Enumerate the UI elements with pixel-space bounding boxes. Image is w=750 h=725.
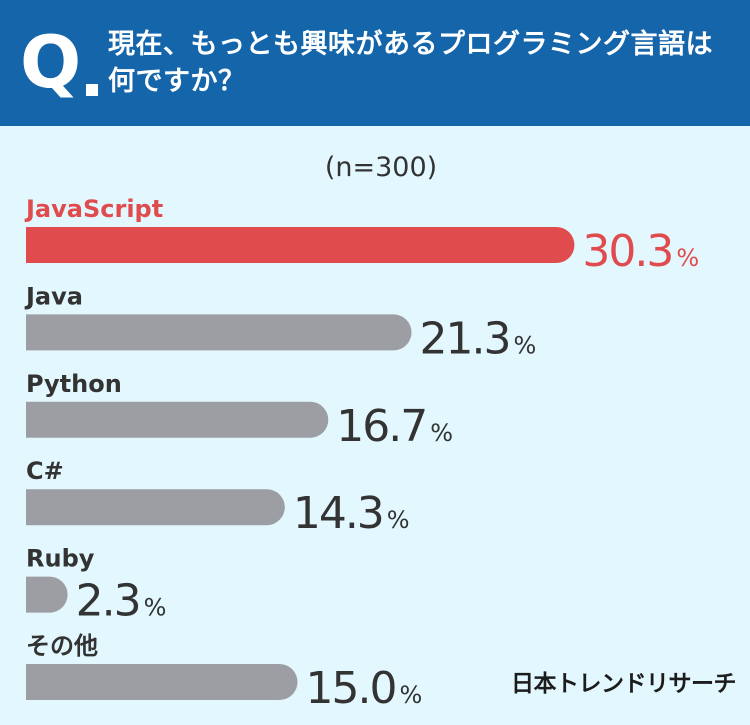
q-label: Q	[20, 20, 81, 104]
category-label: Java	[24, 282, 83, 310]
unit-label: %	[399, 681, 422, 709]
bar	[26, 314, 412, 351]
bar	[26, 227, 575, 263]
category-label: C#	[26, 457, 64, 485]
category-label: Ruby	[26, 545, 95, 573]
value-label: 14.3%	[293, 488, 410, 539]
question-header: Q 現在、もっとも興味があるプログラミング言語は何ですか？	[0, 0, 750, 126]
value-label: 15.0%	[306, 663, 423, 714]
value-label: 30.3%	[582, 226, 699, 277]
category-label: Python	[26, 370, 122, 398]
unit-label: %	[430, 419, 453, 447]
bar	[26, 401, 329, 438]
category-label: その他	[26, 632, 98, 660]
value-label: 2.3%	[76, 576, 167, 627]
bar	[26, 576, 68, 613]
q-dot-icon	[86, 84, 98, 96]
unit-label: %	[144, 594, 167, 622]
bar	[26, 489, 285, 526]
unit-label: %	[676, 244, 699, 272]
category-label: JavaScript	[24, 195, 163, 223]
question-text: 現在、もっとも興味があるプログラミング言語は何ですか？	[108, 29, 713, 97]
sample-size: (n=300)	[324, 152, 438, 183]
unit-label: %	[513, 331, 536, 359]
value-label: 16.7%	[336, 401, 453, 452]
unit-label: %	[387, 506, 410, 534]
brand-logo: 日本トレンドリサーチ	[511, 671, 737, 697]
bar	[26, 664, 298, 700]
value-label: 21.3%	[420, 313, 537, 364]
